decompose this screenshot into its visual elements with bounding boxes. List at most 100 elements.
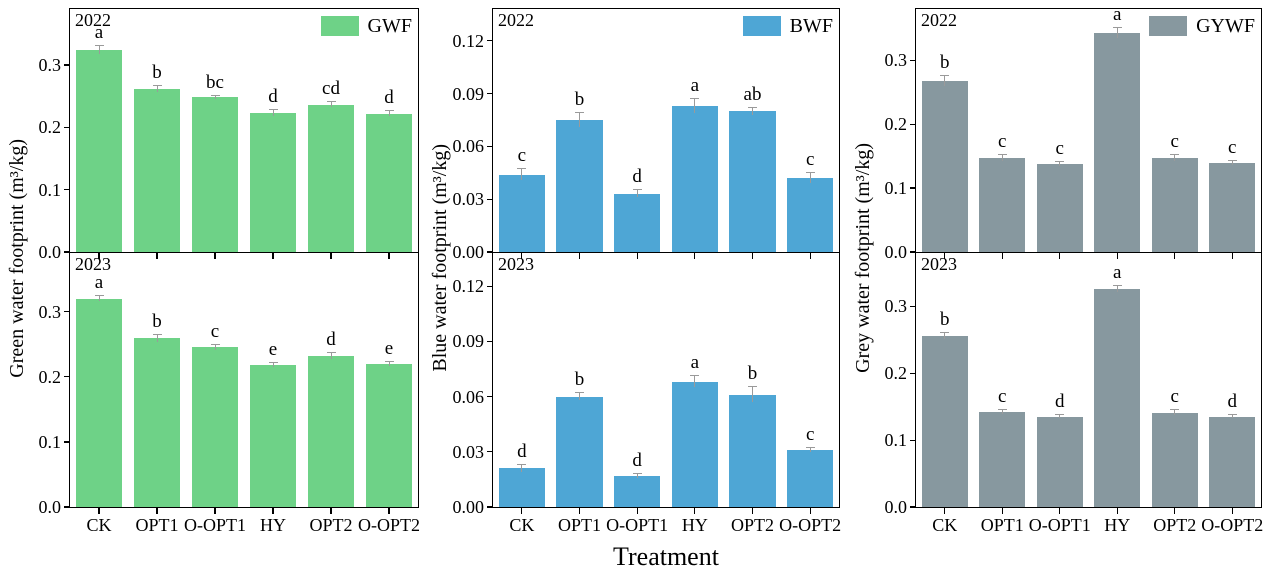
x-tick-label: OPT2: [1153, 515, 1197, 535]
panel-gwf-2023: 2023 0.0 0.1 0.2 0.3 a CK b OPT1 c O-OPT1 e HY d OPT2…: [39, 253, 420, 534]
sig-letter: a: [1113, 3, 1122, 25]
error-bar-cap: [1112, 26, 1122, 28]
sig-letter: c: [998, 131, 1007, 153]
error-bar: [521, 464, 523, 473]
y-tick-mark: [64, 311, 70, 313]
y-tick-mark: [487, 451, 493, 453]
sig-letter: d: [517, 440, 527, 462]
sig-letter: b: [574, 88, 585, 110]
sig-letter: d: [326, 329, 336, 351]
error-bar: [1231, 161, 1233, 166]
bar-o-opt1: [191, 347, 239, 507]
y-tick-mark: [64, 441, 70, 443]
error-bar-cap: [632, 472, 642, 474]
error-bar: [1174, 410, 1176, 416]
bar-o-opt2: [365, 113, 413, 252]
bar-hy: [249, 365, 297, 507]
y-axis-label-box: Blue water footprint (m³/kg): [428, 8, 452, 508]
bar-ck: [75, 50, 123, 252]
y-tick-label: 0.09: [452, 331, 485, 352]
y-tick-mark: [64, 64, 70, 66]
error-bar: [579, 392, 580, 401]
sig-letter: d: [632, 449, 642, 471]
y-tick-label: 0.1: [884, 178, 908, 199]
panel-bwf-2022: 2022 BWF 0.00 0.03 0.06 0.09 0.12 c b d a ab c: [453, 8, 840, 261]
y-tick-mark: [487, 92, 493, 95]
x-tick-mark: [636, 253, 638, 259]
sig-letter: b: [940, 309, 950, 331]
error-bar-cap: [210, 94, 220, 96]
x-tick-mark: [694, 253, 696, 259]
sig-letter: c: [805, 148, 815, 170]
error-bar-cap: [1227, 160, 1237, 162]
error-bar: [330, 353, 332, 359]
error-bar: [944, 75, 946, 86]
error-bar: [1116, 27, 1118, 38]
error-bar-cap: [517, 463, 527, 465]
error-bar-cap: [997, 409, 1007, 411]
bar-opt1: [556, 396, 603, 507]
x-tick-mark: [751, 253, 754, 259]
x-tick-mark: [521, 508, 523, 514]
sig-letter: d: [632, 166, 642, 188]
y-tick-mark: [910, 187, 916, 189]
y-tick-mark: [64, 506, 70, 508]
x-tick-label: OPT1: [980, 515, 1024, 535]
x-tick-mark: [694, 508, 696, 514]
y-tick-label: 0.3: [884, 296, 908, 317]
x-tick-label: HY: [1104, 515, 1131, 535]
column-green-water-footprint: Green water footprint (m³/kg) 2022 GWF 0…: [6, 0, 420, 580]
sig-letter: cd: [322, 78, 340, 100]
error-bar-cap: [326, 352, 336, 354]
x-tick-label: OPT1: [135, 515, 179, 535]
error-bar: [579, 112, 580, 127]
error-bar-cap: [1055, 414, 1065, 416]
x-tick-mark: [1174, 253, 1176, 259]
x-tick-mark: [388, 508, 390, 514]
bar-opt2: [729, 394, 776, 507]
bar-opt2: [1151, 158, 1198, 252]
y-tick-label: 0.2: [884, 114, 908, 135]
x-tick-mark: [272, 508, 274, 514]
error-bar-cap: [748, 386, 757, 388]
sig-letter: a: [1113, 261, 1122, 283]
error-bar: [944, 333, 946, 339]
bar-ck: [921, 335, 968, 507]
x-tick-label: OPT2: [730, 515, 775, 535]
x-tick-mark: [1231, 508, 1233, 514]
y-tick-mark: [487, 340, 493, 343]
y-tick-label: 0.3: [38, 301, 62, 322]
error-bar: [809, 172, 811, 184]
y-tick-label: 0.1: [884, 430, 908, 451]
x-tick-mark: [272, 253, 274, 259]
column-grey-water-footprint: Grey water footprint (m³/kg) 2022 GYWF 0…: [852, 0, 1263, 580]
x-tick-mark: [1001, 253, 1003, 259]
error-bar: [636, 473, 638, 478]
error-bar: [214, 95, 216, 100]
y-tick-label: 0.2: [884, 363, 908, 384]
y-axis-label-green: Green water footprint (m³/kg): [6, 138, 28, 378]
x-tick-mark: [98, 253, 100, 259]
x-tick-mark: [1059, 508, 1061, 514]
x-tick-mark: [156, 508, 158, 514]
year-label: 2022: [921, 10, 957, 30]
y-tick-label: 0.09: [452, 83, 485, 104]
y-tick-label: 0.00: [452, 497, 485, 517]
error-bar-cap: [1170, 409, 1180, 411]
x-tick-mark: [214, 508, 216, 514]
error-bar-cap: [690, 97, 700, 99]
y-tick-mark: [910, 123, 916, 125]
legend-swatch-gywf: [1149, 16, 1188, 36]
x-tick-label: O-OPT2: [358, 515, 420, 535]
x-tick-label: OPT1: [557, 515, 602, 535]
sig-letter: b: [152, 61, 162, 83]
year-label: 2023: [498, 254, 534, 274]
y-tick-mark: [910, 59, 916, 61]
error-bar: [752, 387, 753, 403]
bar-opt2: [729, 111, 776, 252]
error-bar-cap: [268, 108, 278, 110]
sig-letter: c: [517, 145, 527, 167]
error-bar: [1059, 161, 1061, 166]
bar-hy: [671, 381, 718, 507]
